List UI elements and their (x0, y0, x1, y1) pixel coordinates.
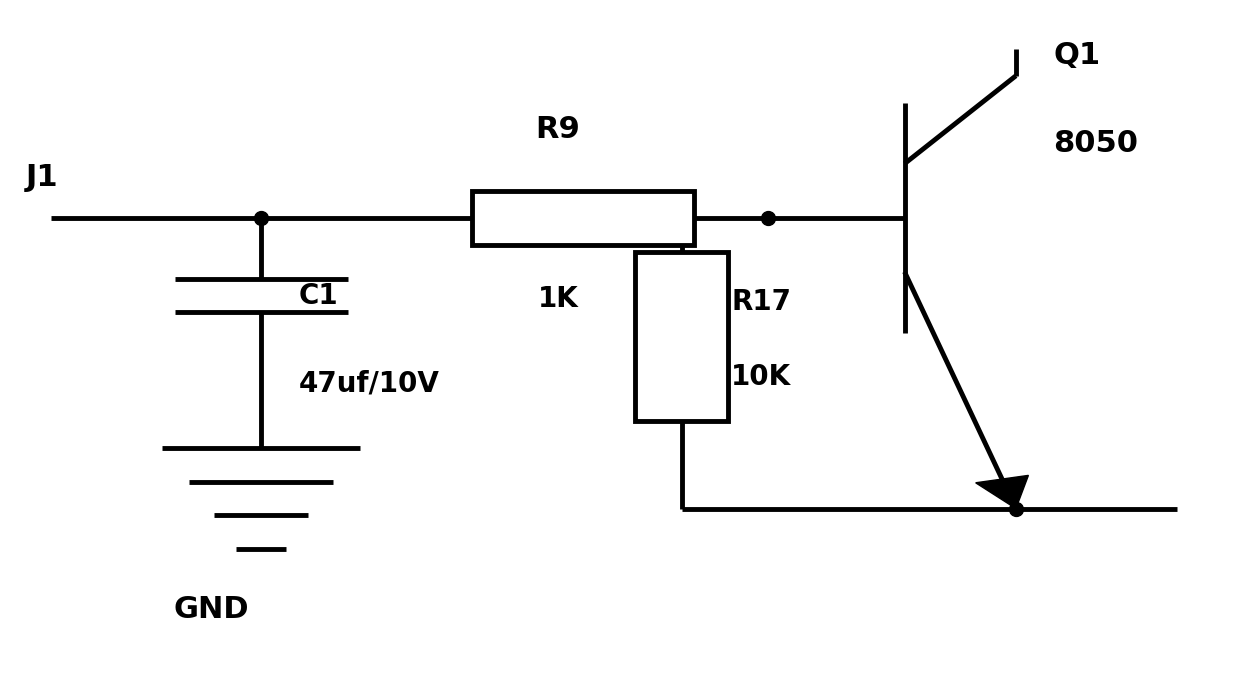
Text: Q1: Q1 (1053, 41, 1100, 70)
Text: R17: R17 (732, 289, 791, 316)
Polygon shape (976, 475, 1028, 509)
Text: GND: GND (174, 595, 249, 625)
Text: 1K: 1K (538, 285, 579, 313)
Bar (635, 252, 728, 421)
Text: J1: J1 (26, 163, 58, 191)
Bar (471, 191, 694, 245)
Text: 10K: 10K (732, 363, 791, 390)
Text: 8050: 8050 (1053, 129, 1138, 158)
Text: R9: R9 (536, 115, 580, 145)
Text: C1: C1 (299, 282, 339, 310)
Text: 47uf/10V: 47uf/10V (299, 369, 439, 397)
